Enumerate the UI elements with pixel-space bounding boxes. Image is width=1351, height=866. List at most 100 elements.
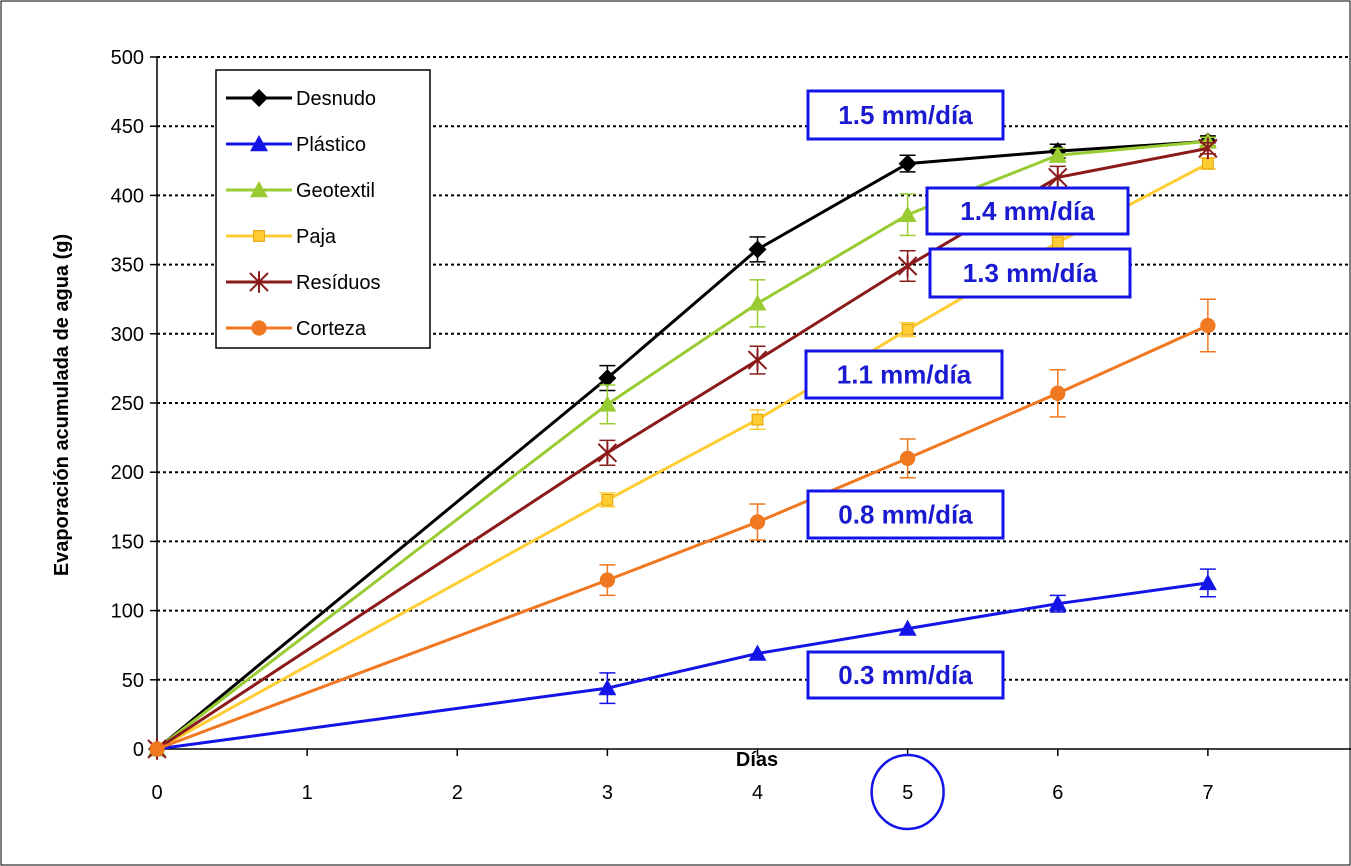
data-point-corteza-2 <box>749 514 766 530</box>
legend-marker-desnudo <box>250 89 268 107</box>
legend-item-pl-stico: Plástico <box>226 134 366 156</box>
y-tick-label-150: 150 <box>111 531 144 553</box>
data-point-res-duos-3 <box>897 255 918 277</box>
legend-marker-paja <box>253 230 265 242</box>
data-point-pl-stico-3 <box>898 619 917 636</box>
x-tick-label-1: 1 <box>302 782 313 804</box>
legend-marker-corteza <box>251 320 267 336</box>
legend-label-pl-stico: Plástico <box>296 134 366 156</box>
rate-annotation-3: 1.1 mm/día <box>804 349 1004 400</box>
legend-label-corteza: Corteza <box>296 318 367 340</box>
legend: Desnudo Plástico Geotextil Paja Resíduos Cort… <box>215 69 431 349</box>
data-point-geotextil-1 <box>598 395 617 412</box>
data-point-res-duos-4 <box>1048 166 1068 189</box>
x-tick-labels: 012345678 <box>151 782 1213 804</box>
series-line-res-duos <box>156 146 1209 751</box>
rate-annotation-4: 0.8 mm/día <box>806 489 1005 540</box>
rate-label-3: 1.1 mm/día <box>837 360 972 390</box>
data-point-corteza-5 <box>1200 317 1216 334</box>
x-tick-label-7: 7 <box>1202 782 1213 804</box>
rate-annotation-1: 1.4 mm/día <box>925 186 1130 236</box>
rate-annotations: 1.5 mm/día 1.4 mm/día 1.3 mm/día 1.1 mm/día… <box>804 89 1132 700</box>
legend-marker-pl-stico <box>250 135 268 152</box>
data-point-corteza-0 <box>149 741 165 757</box>
rate-box-3 <box>804 349 1004 400</box>
y-tick-label-300: 300 <box>111 324 144 346</box>
legend-item-res-duos: Resíduos <box>226 271 381 294</box>
data-point-geotextil-4 <box>1048 146 1067 163</box>
x-tick-label-4: 4 <box>752 782 763 804</box>
data-point-corteza-3 <box>899 450 916 467</box>
rate-box-5 <box>806 650 1005 700</box>
legend-item-corteza: Corteza <box>226 318 367 340</box>
rate-annotation-0: 1.5 mm/día <box>806 89 1005 141</box>
legend-item-geotextil: Geotextil <box>226 180 375 202</box>
legend-label-paja: Paja <box>296 226 337 248</box>
rate-label-0: 1.5 mm/día <box>838 100 973 130</box>
y-tick-label-200: 200 <box>111 462 144 484</box>
data-point-corteza-1 <box>599 572 616 588</box>
legend-box <box>215 69 431 349</box>
x-tick-label-3: 3 <box>602 782 613 804</box>
x-tick-label-0: 0 <box>151 782 162 804</box>
rate-box-2 <box>928 247 1132 299</box>
legend-label-desnudo: Desnudo <box>296 88 376 110</box>
x-tick-label-2: 2 <box>452 782 463 804</box>
data-point-geotextil-2 <box>748 294 767 311</box>
y-tick-label-0: 0 <box>133 739 144 761</box>
y-tick-label-100: 100 <box>111 601 144 623</box>
data-point-res-duos-5 <box>1198 137 1218 160</box>
series-pl-stico <box>148 568 1217 757</box>
data-point-res-duos-1 <box>597 442 618 464</box>
legend-marker-res-duos <box>249 271 269 293</box>
series-line-desnudo <box>156 139 1208 751</box>
rate-label-1: 1.4 mm/día <box>960 196 1095 226</box>
y-tick-label-250: 250 <box>111 393 144 415</box>
y-axis-title: Evaporación acumulada de agua (g) <box>51 234 73 576</box>
rate-annotation-5: 0.3 mm/día <box>806 650 1005 700</box>
series-line-geotextil <box>156 139 1209 751</box>
legend-marker-geotextil <box>250 181 268 198</box>
y-tick-label-500: 500 <box>111 47 144 69</box>
data-point-desnudo-2 <box>748 240 767 259</box>
y-tick-label-350: 350 <box>111 255 144 277</box>
y-tick-label-50: 50 <box>122 670 144 692</box>
data-point-pl-stico-4 <box>1048 594 1067 611</box>
legend-item-paja: Paja <box>226 226 337 248</box>
rate-label-2: 1.3 mm/día <box>963 258 1098 288</box>
rate-label-5: 0.3 mm/día <box>838 660 973 690</box>
rate-box-4 <box>806 489 1005 540</box>
data-point-corteza-4 <box>1050 385 1066 401</box>
series-line-pl-stico <box>156 581 1209 751</box>
data-point-pl-stico-2 <box>748 644 767 661</box>
data-point-paja-1 <box>601 493 614 506</box>
x-axis-title: Días <box>736 749 778 771</box>
y-tick-labels: 0 50 100 150 200 250 300 350 400 450 500 <box>111 47 144 761</box>
rate-label-4: 0.8 mm/día <box>838 500 973 530</box>
x-tick-label-6: 6 <box>1052 782 1063 804</box>
y-tick-label-450: 450 <box>111 116 144 138</box>
data-point-desnudo-3 <box>898 154 917 173</box>
highlight-circle-x-5 <box>870 753 945 831</box>
rate-annotation-2: 1.3 mm/día <box>928 247 1132 299</box>
data-point-res-duos-2 <box>747 349 768 371</box>
legend-item-desnudo: Desnudo <box>226 88 376 110</box>
rate-box-1 <box>925 186 1130 236</box>
rate-box-0 <box>806 89 1005 141</box>
data-point-pl-stico-5 <box>1198 573 1217 591</box>
data-point-paja-4 <box>1051 236 1064 249</box>
data-point-paja-5 <box>1201 157 1214 170</box>
legend-label-geotextil: Geotextil <box>296 180 375 202</box>
data-point-pl-stico-1 <box>598 679 617 696</box>
axes <box>150 56 1351 831</box>
data-point-paja-2 <box>751 413 764 426</box>
data-point-desnudo-1 <box>598 369 617 388</box>
y-tick-label-400: 400 <box>111 185 144 207</box>
x-tick-label-5: 5 <box>902 782 913 804</box>
data-point-geotextil-3 <box>898 205 917 222</box>
data-point-paja-3 <box>901 323 914 336</box>
legend-label-res-duos: Resíduos <box>296 272 381 294</box>
